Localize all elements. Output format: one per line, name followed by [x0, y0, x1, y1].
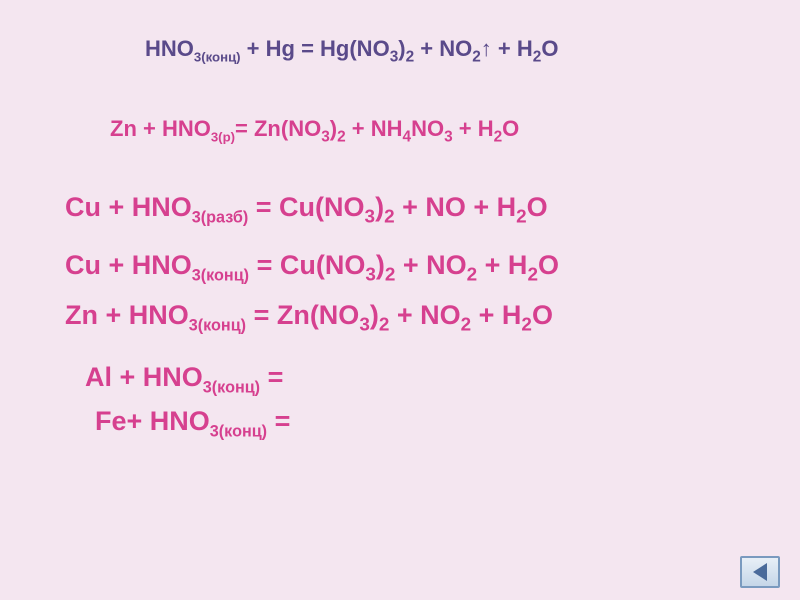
- eq-text: + NH: [346, 116, 403, 141]
- eq-text: O: [502, 116, 519, 141]
- eq-sub: 4: [403, 129, 412, 146]
- equation-hg-hno3-conc: HNO3(конц) + Hg = Hg(NO3)2 + NO2↑ + H2O: [145, 35, 740, 67]
- equation-cu-hno3-conc: Cu + HNO3(конц) = Cu(NO3)2 + NO2 + H2O: [65, 248, 740, 288]
- eq-text: Fe+ HNO: [95, 406, 210, 436]
- eq-text: = Cu(NO: [249, 250, 365, 280]
- eq-text: Cu + HNO: [65, 250, 192, 280]
- eq-sub: 3: [444, 129, 453, 146]
- eq-text: HNO: [145, 36, 194, 61]
- eq-text: O: [538, 250, 559, 280]
- eq-sub: 3(конц): [189, 316, 246, 334]
- eq-sub: 3: [359, 314, 370, 335]
- eq-sub: 2: [337, 129, 346, 146]
- eq-text: = Cu(NO: [248, 192, 364, 222]
- eq-text: Zn + HNO: [110, 116, 211, 141]
- eq-text: = Zn(NO: [235, 116, 321, 141]
- back-arrow-icon: [740, 556, 780, 588]
- eq-sub: 2: [527, 264, 538, 285]
- eq-text: + NO + H: [395, 192, 517, 222]
- eq-sub: 3(разб): [192, 208, 249, 226]
- eq-text: O: [527, 192, 548, 222]
- eq-text: ): [398, 36, 405, 61]
- eq-sub: 2: [467, 264, 478, 285]
- eq-text: ): [370, 300, 379, 330]
- eq-text: ): [376, 250, 385, 280]
- eq-text: + H: [453, 116, 494, 141]
- eq-text: = Zn(NO: [246, 300, 359, 330]
- eq-text: Cu + HNO: [65, 192, 192, 222]
- eq-sub: 3: [365, 264, 376, 285]
- eq-text: Zn + HNO: [65, 300, 189, 330]
- eq-text: O: [541, 36, 558, 61]
- eq-sub: 3(конц): [210, 423, 267, 441]
- eq-sub: 3: [321, 129, 330, 146]
- equation-zn-hno3-dilute: Zn + HNO3(р)= Zn(NO3)2 + NH4NO3 + H2O: [110, 115, 740, 147]
- eq-sub: 2: [494, 129, 503, 146]
- eq-text: ): [330, 116, 337, 141]
- eq-sub: 3(конц): [203, 378, 260, 396]
- eq-sub: 3: [390, 48, 399, 65]
- equation-cu-hno3-dilute: Cu + HNO3(разб) = Cu(NO3)2 + NO + H2O: [65, 190, 740, 230]
- eq-text: + NO: [389, 300, 460, 330]
- eq-sub: 2: [521, 314, 532, 335]
- eq-text: ): [375, 192, 384, 222]
- eq-text: O: [532, 300, 553, 330]
- eq-text: + H: [471, 300, 521, 330]
- eq-sub: 2: [406, 48, 415, 65]
- eq-sub: 3: [365, 206, 376, 227]
- eq-sub: 2: [385, 264, 396, 285]
- eq-sub: 2: [379, 314, 390, 335]
- eq-sub: 3(конц): [192, 266, 249, 284]
- eq-sub: 3(конц): [194, 49, 241, 64]
- eq-text: + NO: [414, 36, 472, 61]
- equation-fe-hno3-conc: Fe+ HNO3(конц) =: [95, 404, 740, 442]
- eq-sub: 2: [516, 206, 527, 227]
- equation-al-hno3-conc: Al + HNO3(конц) =: [85, 360, 740, 398]
- back-button[interactable]: [740, 556, 780, 588]
- eq-sub: 2: [472, 48, 481, 65]
- eq-text: =: [267, 406, 290, 436]
- equation-zn-hno3-conc: Zn + HNO3(конц) = Zn(NO3)2 + NO2 + H2O: [65, 298, 740, 338]
- eq-text: + Hg = Hg(NO: [241, 36, 390, 61]
- eq-text: + NO: [395, 250, 466, 280]
- eq-sub: 2: [384, 206, 395, 227]
- eq-text: + H: [477, 250, 527, 280]
- eq-text: NO: [411, 116, 444, 141]
- eq-sub: 3(р): [211, 130, 235, 145]
- eq-sub: 2: [461, 314, 472, 335]
- eq-text: Al + HNO: [85, 362, 203, 392]
- arrow-left-icon: [753, 563, 767, 581]
- eq-text: =: [260, 362, 283, 392]
- eq-text: ↑ + H: [481, 36, 533, 61]
